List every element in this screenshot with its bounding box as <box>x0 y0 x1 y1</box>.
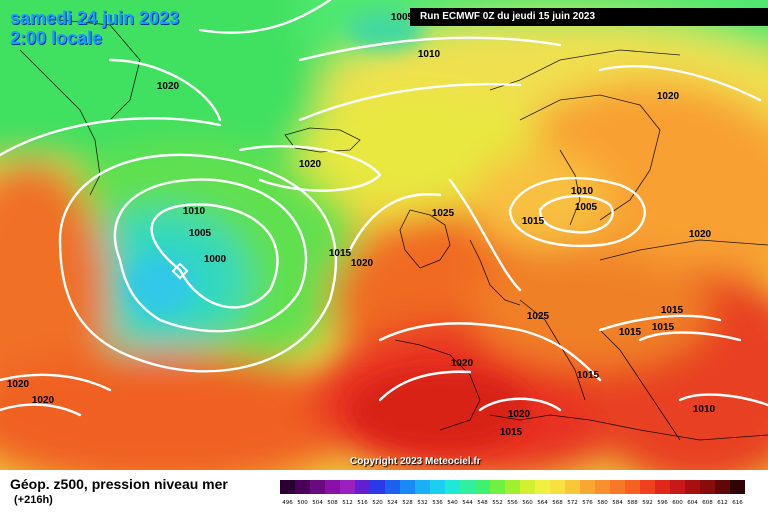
scale-swatch <box>490 480 505 494</box>
scale-label: 564 <box>537 500 548 506</box>
scale-label: 596 <box>657 500 668 506</box>
pressure-label: 1020 <box>157 81 180 92</box>
scale-label: 604 <box>687 500 698 506</box>
scale-swatch <box>280 480 295 494</box>
scale-label: 504 <box>312 500 323 506</box>
scale-label: 508 <box>327 500 338 506</box>
scale-swatch <box>475 480 490 494</box>
scale-swatch <box>550 480 565 494</box>
scale-swatch <box>325 480 340 494</box>
scale-swatch <box>625 480 640 494</box>
scale-swatch <box>580 480 595 494</box>
run-label: Run ECMWF 0Z du jeudi 15 juin 2023 <box>410 8 768 26</box>
scale-label: 600 <box>672 500 683 506</box>
pressure-label: 1020 <box>32 395 55 406</box>
pressure-label: 1010 <box>418 49 441 60</box>
scale-label: 528 <box>402 500 413 506</box>
scale-label: 592 <box>642 500 653 506</box>
map-title: Géop. z500, pression niveau mer <box>10 476 228 492</box>
scale-label: 556 <box>507 500 518 506</box>
scale-label: 532 <box>417 500 428 506</box>
pressure-label: 1020 <box>7 379 30 390</box>
date-line-2: 2:00 locale <box>10 28 103 48</box>
pressure-label: 1020 <box>299 159 322 170</box>
pressure-label: 1015 <box>329 248 352 259</box>
copyright: Copyright 2023 Meteociel.fr <box>350 456 481 467</box>
scale-swatch <box>415 480 430 494</box>
scale-label: 572 <box>567 500 578 506</box>
scale-swatch <box>715 480 730 494</box>
pressure-label: 1005 <box>189 228 212 239</box>
pressure-label: 1005 <box>575 202 598 213</box>
scale-swatch <box>445 480 460 494</box>
color-scale-labels: 496 500 504 508 512 516 520 524 528 532 536 540 544 5… <box>280 500 745 506</box>
scale-swatch <box>610 480 625 494</box>
pressure-label: 1025 <box>527 311 550 322</box>
scale-swatch <box>340 480 355 494</box>
scale-label: 616 <box>732 500 743 506</box>
scale-swatch <box>520 480 535 494</box>
pressure-label: 1010 <box>693 404 716 415</box>
scale-swatch <box>505 480 520 494</box>
scale-swatch <box>430 480 445 494</box>
pressure-label: 1010 <box>183 206 206 217</box>
scale-label: 608 <box>702 500 713 506</box>
scale-label: 548 <box>477 500 488 506</box>
scale-label: 512 <box>342 500 353 506</box>
color-scale <box>280 480 745 494</box>
scale-label: 524 <box>387 500 398 506</box>
scale-swatch <box>730 480 745 494</box>
pressure-label: 1015 <box>522 216 545 227</box>
date-line-1: samedi 24 juin 2023 <box>10 8 180 28</box>
pressure-label: 1015 <box>577 370 600 381</box>
pressure-label: 1005 <box>391 12 414 23</box>
scale-swatch <box>535 480 550 494</box>
scale-label: 568 <box>552 500 563 506</box>
weather-map: 1005101010201020101010051000101510201025… <box>0 0 768 470</box>
scale-label: 544 <box>462 500 473 506</box>
pressure-label: 1015 <box>652 322 675 333</box>
scale-swatch <box>685 480 700 494</box>
forecast-date: samedi 24 juin 2023 2:00 locale <box>10 8 179 48</box>
scale-label: 588 <box>627 500 638 506</box>
pressure-label: 1020 <box>657 91 680 102</box>
scale-swatch <box>655 480 670 494</box>
scale-label: 584 <box>612 500 623 506</box>
scale-label: 540 <box>447 500 458 506</box>
pressure-label: 1020 <box>351 258 374 269</box>
scale-label: 496 <box>282 500 293 506</box>
pressure-label: 1025 <box>432 208 455 219</box>
forecast-offset: (+216h) <box>14 494 53 506</box>
pressure-label: 1015 <box>661 305 684 316</box>
scale-label: 560 <box>522 500 533 506</box>
scale-swatch <box>460 480 475 494</box>
pressure-label: 1000 <box>204 254 227 265</box>
pressure-label: 1015 <box>619 327 642 338</box>
scale-swatch <box>700 480 715 494</box>
scale-swatch <box>670 480 685 494</box>
pressure-label: 1010 <box>571 186 594 197</box>
scale-label: 612 <box>717 500 728 506</box>
scale-swatch <box>595 480 610 494</box>
pressure-label: 1020 <box>689 229 712 240</box>
scale-swatch <box>640 480 655 494</box>
scale-swatch <box>295 480 310 494</box>
pressure-label: 1015 <box>500 427 523 438</box>
scale-swatch <box>565 480 580 494</box>
scale-label: 536 <box>432 500 443 506</box>
scale-label: 516 <box>357 500 368 506</box>
scale-swatch <box>370 480 385 494</box>
scale-label: 580 <box>597 500 608 506</box>
scale-label: 520 <box>372 500 383 506</box>
scale-swatch <box>385 480 400 494</box>
scale-label: 500 <box>297 500 308 506</box>
scale-swatch <box>310 480 325 494</box>
scale-label: 576 <box>582 500 593 506</box>
pressure-label: 1020 <box>451 358 474 369</box>
scale-label: 552 <box>492 500 503 506</box>
pressure-label: 1020 <box>508 409 531 420</box>
scale-swatch <box>400 480 415 494</box>
scale-swatch <box>355 480 370 494</box>
